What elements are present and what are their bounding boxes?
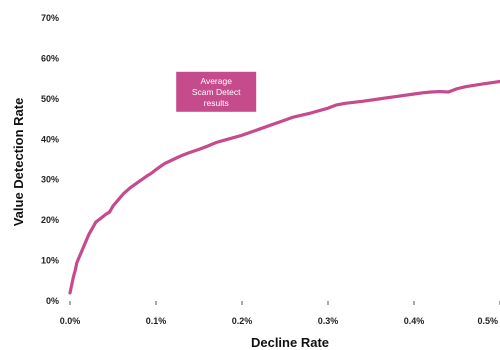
x-tick-label: 0.5% [477,316,498,326]
x-tick-label: 0.3% [318,316,339,326]
y-tick-label: 30% [41,175,59,185]
y-tick-label: 40% [41,134,59,144]
x-tick-label: 0.4% [404,316,425,326]
annotation-background [176,71,257,112]
x-tick-label: 0.0% [60,316,81,326]
x-axis-ticks: 0.0% 0.1% 0.2% 0.3% 0.4% 0.5% [60,301,500,326]
x-axis-title: Decline Rate [251,335,329,350]
y-axis-ticks: 0% 10% 20% 30% 40% 50% 60% 70% [41,13,59,306]
y-tick-label: 0% [46,296,59,306]
annotation-box: Average Scam Detect results [176,71,257,112]
y-tick-label: 20% [41,215,59,225]
y-tick-label: 50% [41,94,59,104]
x-tick-label: 0.1% [146,316,167,326]
y-tick-label: 70% [41,13,59,23]
x-tick-label: 0.2% [232,316,253,326]
annotation-line: Average [200,76,232,86]
annotation-line: results [204,98,229,108]
y-tick-label: 10% [41,256,59,266]
annotation-line: Scam Detect [192,87,241,97]
y-axis-title: Value Detection Rate [11,98,26,227]
series-layer [68,79,500,295]
annotation-text: Average Scam Detect results [192,76,241,108]
series-line [68,79,500,295]
y-tick-label: 60% [41,53,59,63]
